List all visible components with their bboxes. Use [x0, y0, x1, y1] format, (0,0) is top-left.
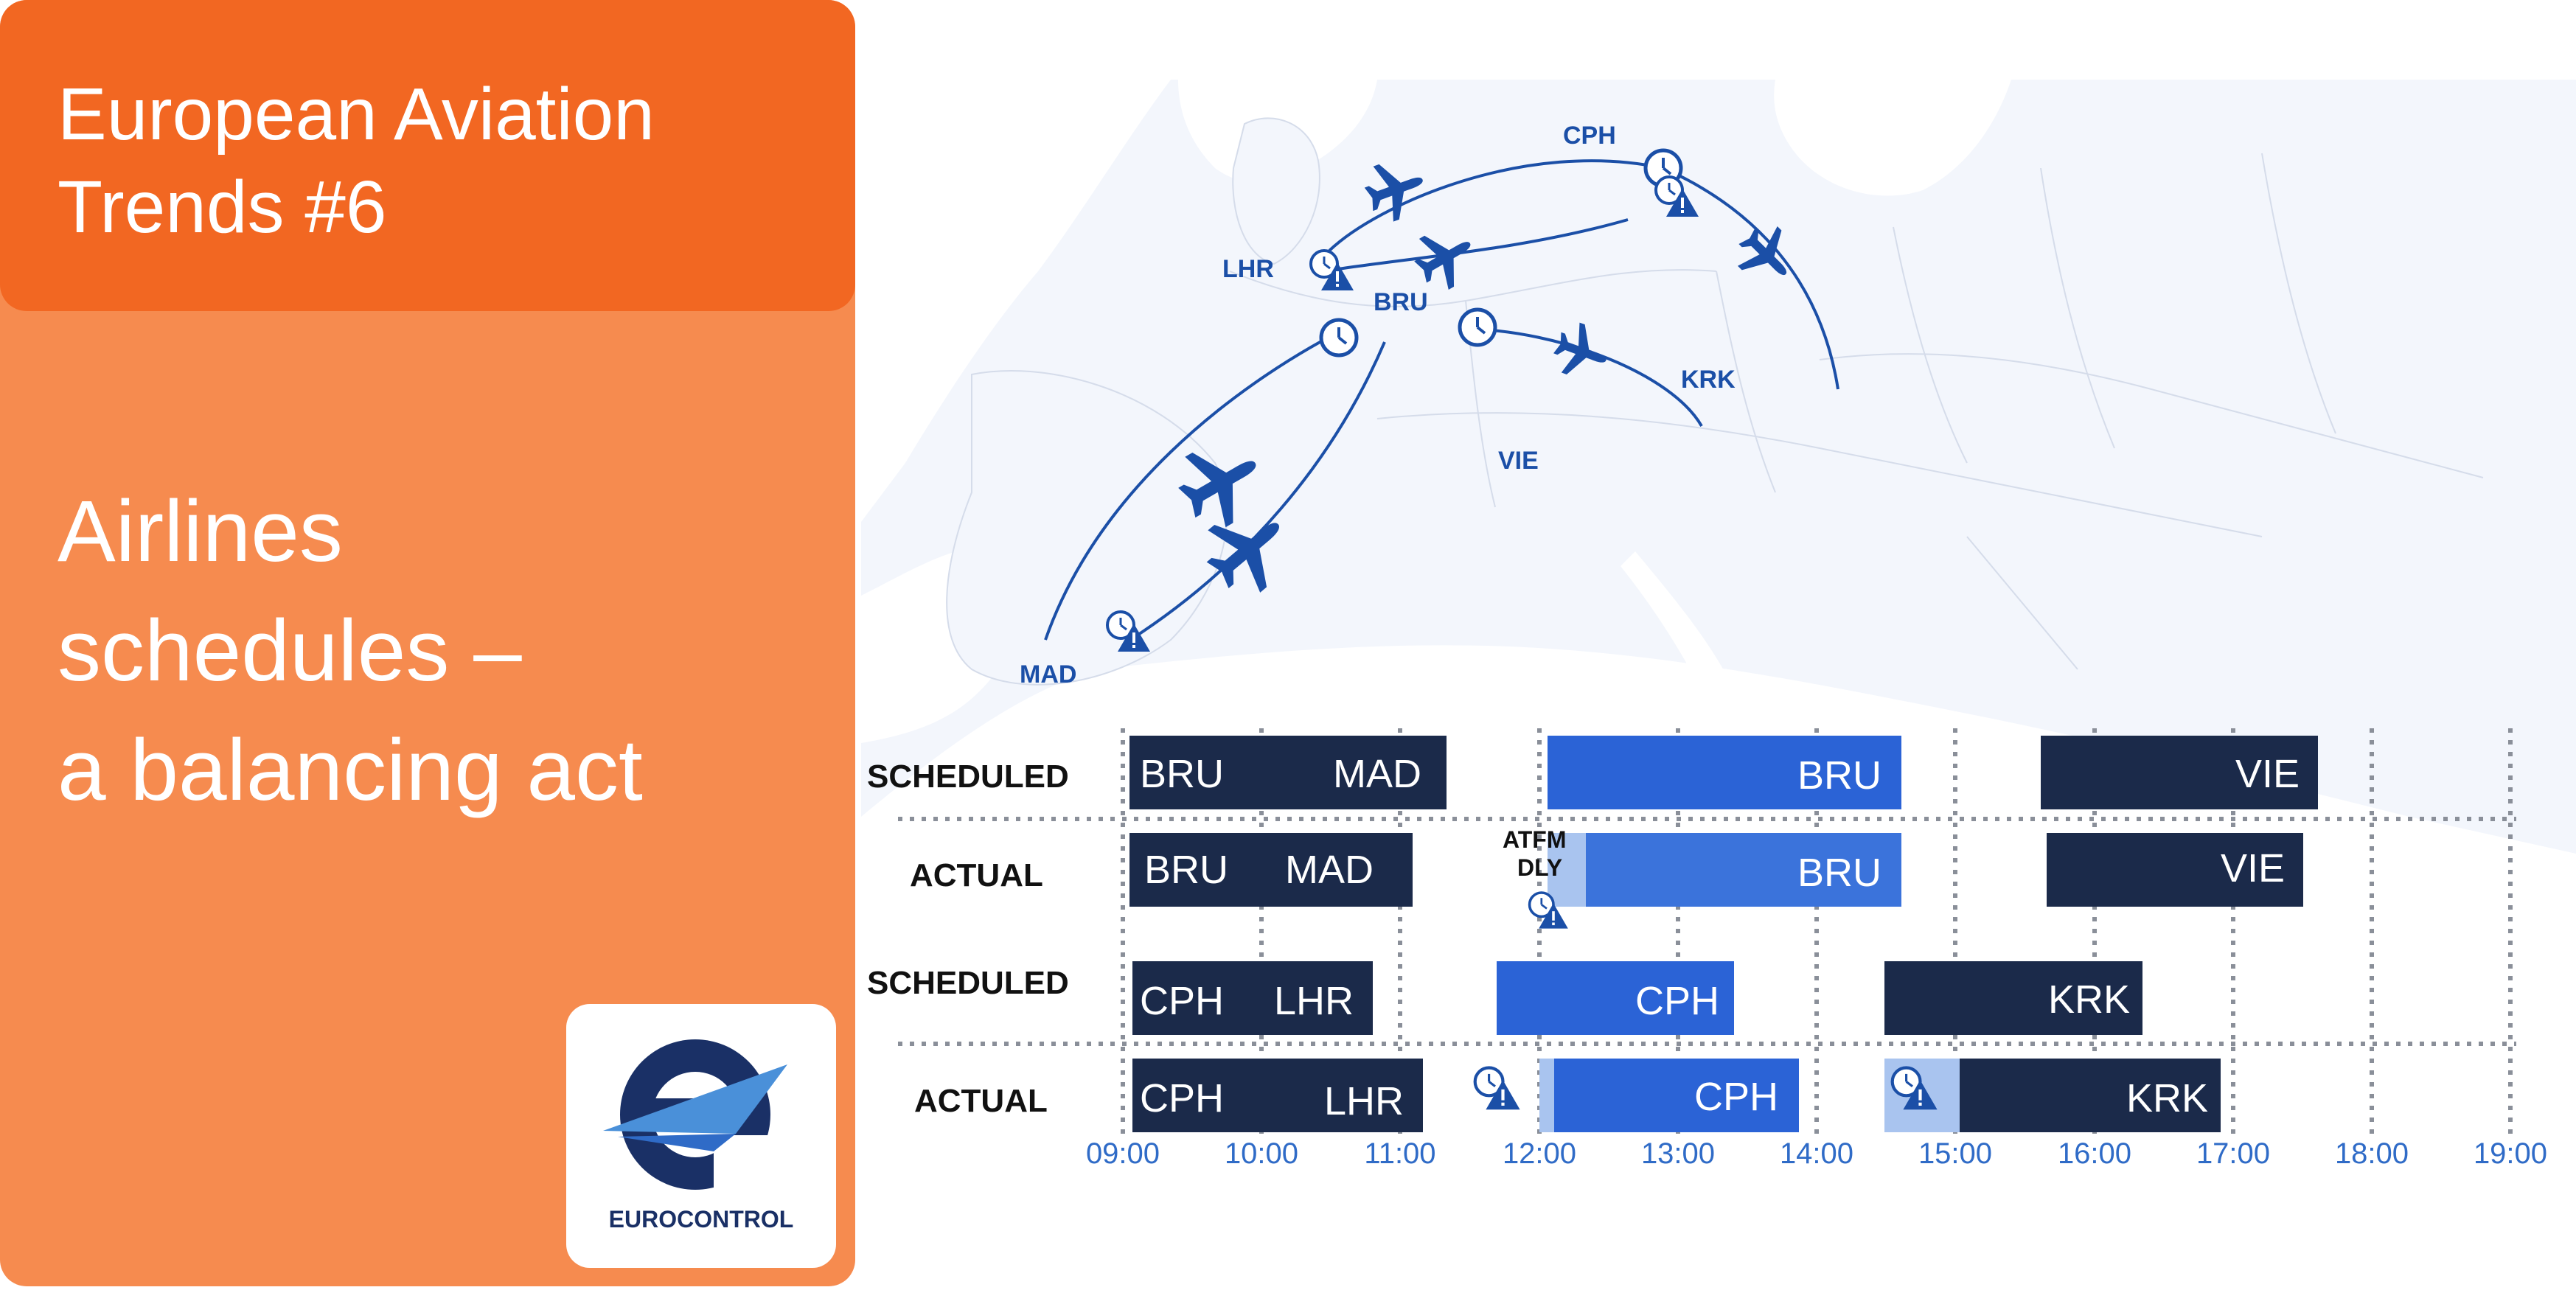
bar-label: CPH: [1635, 979, 1719, 1023]
bar-bru-mad: [1129, 736, 1447, 809]
tick-label: 19:00: [2474, 1137, 2547, 1170]
city-label: VIE: [1498, 447, 1539, 475]
left-panel: European Aviation Trends #6 Airlines sch…: [0, 0, 855, 1286]
bar-atfm-delay: [1548, 833, 1586, 907]
tick-label: 11:00: [1364, 1137, 1435, 1170]
city-label: LHR: [1222, 255, 1274, 283]
city-label: BRU: [1374, 288, 1428, 316]
tick-label: 18:00: [2335, 1137, 2409, 1170]
route-bru-mad: [1044, 330, 1340, 641]
clock-icon: [1460, 310, 1495, 345]
city-labels: CPH LHR BRU KRK VIE MAD: [1020, 122, 1736, 688]
series-title-box: European Aviation Trends #6: [0, 0, 855, 311]
headline: Airlines schedules – a balancing act: [58, 472, 832, 830]
row-label-scheduled: SCHEDULED: [867, 759, 1069, 795]
route-mad-bru: [1129, 341, 1386, 641]
logo-text: EUROCONTROL: [608, 1206, 794, 1233]
row-label-actual: ACTUAL: [910, 857, 1043, 893]
row-label-scheduled: SCHEDULED: [867, 965, 1069, 1001]
bar-delay: [1539, 1059, 1554, 1132]
bar-cph: [1497, 961, 1734, 1035]
route-map-svg: CPH LHR BRU KRK VIE MAD SCHEDULED ACTUAL: [861, 78, 2576, 1286]
bar-bru-actual: [1586, 833, 1901, 907]
route-lhr-cph: [1328, 159, 1664, 252]
tick-label: 16:00: [2058, 1137, 2131, 1170]
bar-label: KRK: [2126, 1076, 2208, 1120]
bar-label: BRU: [1797, 851, 1881, 895]
bar-label: LHR: [1274, 979, 1354, 1023]
bottom-whitespace: [861, 1178, 2576, 1286]
bar-label: VIE: [2221, 846, 2285, 890]
time-axis: 09:00 10:00 11:00 12:00 13:00 14:00 15:0…: [1086, 1137, 2547, 1170]
bar-krk-actual: [1960, 1059, 2221, 1132]
headline-line3: a balancing act: [58, 722, 643, 819]
bar-bru: [1548, 736, 1901, 809]
route-map-panel: CPH LHR BRU KRK VIE MAD SCHEDULED ACTUAL: [861, 78, 2576, 1286]
series-title-line2: Trends #6: [58, 166, 387, 248]
tick-label: 14:00: [1780, 1137, 1853, 1170]
bar-label: CPH: [1140, 979, 1224, 1023]
schedule-bars: BRU MAD BRU VIE BRU MAD BRU VIE CPH LHR …: [1129, 736, 2318, 1132]
bar-label: BRU: [1797, 753, 1881, 798]
bar-label: VIE: [2235, 752, 2300, 796]
bar-vie: [2041, 736, 2318, 809]
eurocontrol-logo: EUROCONTROL: [566, 1004, 836, 1268]
series-title-line1: European Aviation: [58, 73, 655, 156]
timeline-grid: [898, 728, 2516, 1138]
bar-label: KRK: [2048, 977, 2130, 1022]
dly-label: DLY: [1517, 854, 1562, 881]
headline-line2: schedules –: [58, 602, 522, 700]
series-title: European Aviation Trends #6: [58, 68, 824, 254]
clock-icon: [1321, 320, 1357, 355]
city-label: MAD: [1020, 660, 1076, 688]
bar-label: MAD: [1285, 848, 1374, 892]
city-label: CPH: [1563, 122, 1616, 150]
bar-label: LHR: [1324, 1079, 1404, 1123]
bar-label: BRU: [1140, 752, 1224, 796]
headline-line1: Airlines: [58, 483, 343, 580]
bar-label: MAD: [1333, 752, 1421, 796]
tick-label: 13:00: [1641, 1137, 1715, 1170]
eurocontrol-emblem-icon: [603, 1039, 787, 1196]
bar-cph-actual: [1554, 1059, 1799, 1132]
tick-label: 12:00: [1503, 1137, 1576, 1170]
bar-cph-lhr: [1132, 961, 1373, 1035]
tick-label: 15:00: [1918, 1137, 1992, 1170]
tick-label: 09:00: [1086, 1137, 1160, 1170]
bar-bru-mad-actual: [1129, 833, 1413, 907]
bar-cph-lhr-actual: [1132, 1059, 1423, 1132]
tick-label: 17:00: [2196, 1137, 2270, 1170]
row-label-actual: ACTUAL: [914, 1083, 1048, 1119]
route-bru-vie: [1463, 327, 1703, 427]
bar-vie-actual: [2047, 833, 2303, 907]
tick-label: 10:00: [1225, 1137, 1298, 1170]
bar-krk: [1884, 961, 2142, 1035]
bar-label: CPH: [1694, 1075, 1778, 1119]
bar-label: CPH: [1140, 1076, 1224, 1120]
atfm-label: ATFM: [1503, 826, 1566, 853]
city-label: KRK: [1681, 366, 1736, 394]
bar-label: BRU: [1144, 848, 1228, 892]
route-lhr-cph-return: [1332, 218, 1629, 271]
